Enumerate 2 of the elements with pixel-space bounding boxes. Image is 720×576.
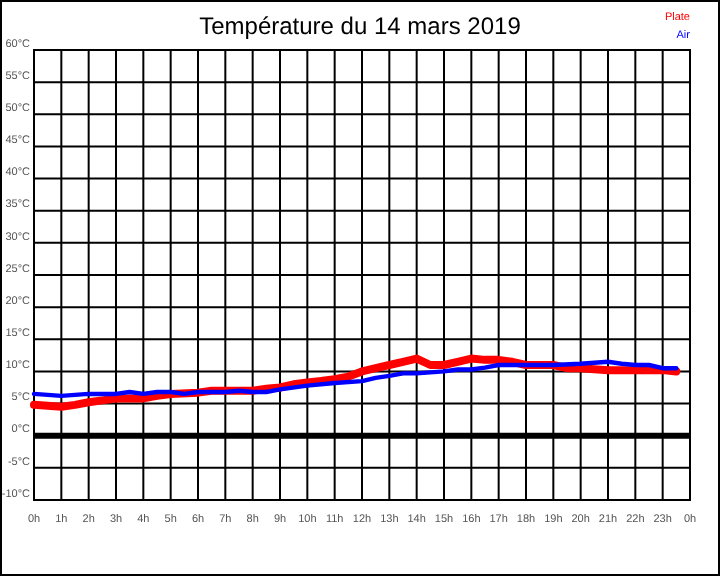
line-series xyxy=(31,359,679,399)
chart-title: Température du 14 mars 2019 xyxy=(199,12,522,40)
